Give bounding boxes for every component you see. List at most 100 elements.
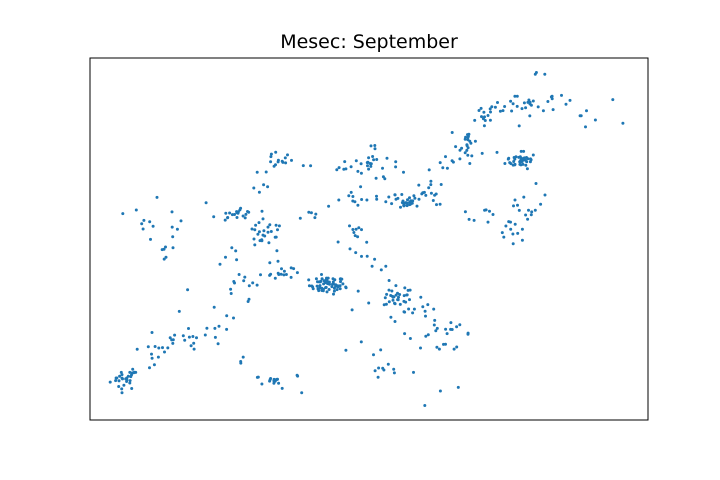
scatter-point <box>374 176 378 180</box>
scatter-point <box>525 156 528 159</box>
scatter-point <box>354 227 358 231</box>
scatter-point <box>149 237 152 241</box>
scatter-point <box>402 170 405 174</box>
scatter-point <box>130 387 134 390</box>
scatter-point <box>372 353 375 357</box>
scatter-point <box>528 160 532 164</box>
scatter-point <box>336 285 340 289</box>
scatter-point <box>141 227 145 231</box>
scatter-point <box>239 360 243 363</box>
scatter-point <box>228 211 232 215</box>
scatter-point <box>524 106 528 110</box>
scatter-point <box>463 151 467 155</box>
scatter-point <box>517 208 521 212</box>
scatter-point <box>373 147 377 151</box>
scatter-point <box>515 94 519 98</box>
scatter-point <box>327 288 331 291</box>
scatter-point <box>390 289 394 293</box>
scatter-point <box>424 193 428 197</box>
scatter-point <box>254 223 258 227</box>
scatter-point <box>203 333 207 337</box>
scatter-point <box>396 291 399 295</box>
scatter-point <box>360 198 364 201</box>
scatter-point <box>593 118 597 122</box>
scatter-point <box>403 286 407 290</box>
scatter-point <box>402 203 406 207</box>
scatter-point <box>412 194 416 198</box>
scatter-point <box>179 219 183 223</box>
scatter-point <box>373 257 377 261</box>
scatter-point <box>578 114 582 118</box>
scatter-point <box>426 303 430 307</box>
scatter-point <box>621 121 625 125</box>
scatter-point <box>148 366 151 370</box>
scatter-point <box>488 118 492 122</box>
scatter-point <box>519 163 523 167</box>
scatter-point <box>412 307 416 311</box>
scatter-point <box>417 183 421 187</box>
scatter-point <box>477 109 481 112</box>
scatter-point <box>191 335 195 338</box>
scatter-point <box>128 381 132 385</box>
scatter-point <box>213 335 217 339</box>
scatter-point <box>353 200 357 204</box>
scatter-point <box>122 383 126 387</box>
scatter-point <box>429 183 433 187</box>
scatter-point <box>438 202 442 206</box>
scatter-point <box>314 277 318 281</box>
scatter-point <box>247 210 251 214</box>
scatter-point <box>503 105 507 108</box>
scatter-point <box>120 391 124 395</box>
scatter-point <box>234 249 238 253</box>
scatter-point <box>213 326 217 330</box>
scatter-point <box>405 204 409 208</box>
scatter-point <box>142 218 146 222</box>
scatter-point <box>212 305 216 309</box>
scatter-point <box>527 98 531 102</box>
scatter-point <box>131 367 135 371</box>
scatter-point <box>338 287 342 291</box>
scatter-point <box>114 376 118 380</box>
scatter-point <box>411 311 415 315</box>
scatter-point <box>458 323 462 327</box>
scatter-point <box>466 138 470 142</box>
scatter-point <box>387 300 391 304</box>
scatter-point <box>460 146 464 150</box>
scatter-point <box>526 217 530 221</box>
scatter-point <box>543 72 547 76</box>
scatter-point <box>489 110 492 114</box>
scatter-point <box>225 314 229 318</box>
scatter-point <box>171 341 175 345</box>
scatter-point <box>464 135 468 139</box>
scatter-point <box>239 206 243 210</box>
scatter-point <box>262 229 266 233</box>
scatter-point <box>235 258 239 262</box>
scatter-point <box>351 195 355 198</box>
scatter-point <box>433 318 437 322</box>
scatter-point <box>276 228 279 232</box>
scatter-point <box>300 391 304 395</box>
scatter-point <box>423 404 427 407</box>
scatter-point <box>372 158 376 162</box>
scatter-point <box>262 183 266 187</box>
scatter-point <box>298 216 302 220</box>
scatter-point <box>257 221 261 225</box>
scatter-point <box>157 346 161 350</box>
scatter-point <box>510 109 514 113</box>
scatter-point <box>452 347 456 351</box>
scatter-point <box>504 224 508 228</box>
scatter-point <box>153 345 157 348</box>
scatter-point <box>488 209 491 213</box>
scatter-point <box>359 185 363 189</box>
scatter-point <box>332 289 336 293</box>
scatter-point <box>530 210 534 214</box>
scatter-point <box>204 201 208 205</box>
scatter-point <box>467 132 471 136</box>
scatter-point <box>348 247 352 251</box>
scatter-point <box>528 114 532 118</box>
scatter-point <box>366 160 370 164</box>
scatter-point <box>241 214 245 218</box>
scatter-point <box>520 107 524 111</box>
scatter-point <box>512 204 515 208</box>
scatter-point <box>186 288 190 292</box>
